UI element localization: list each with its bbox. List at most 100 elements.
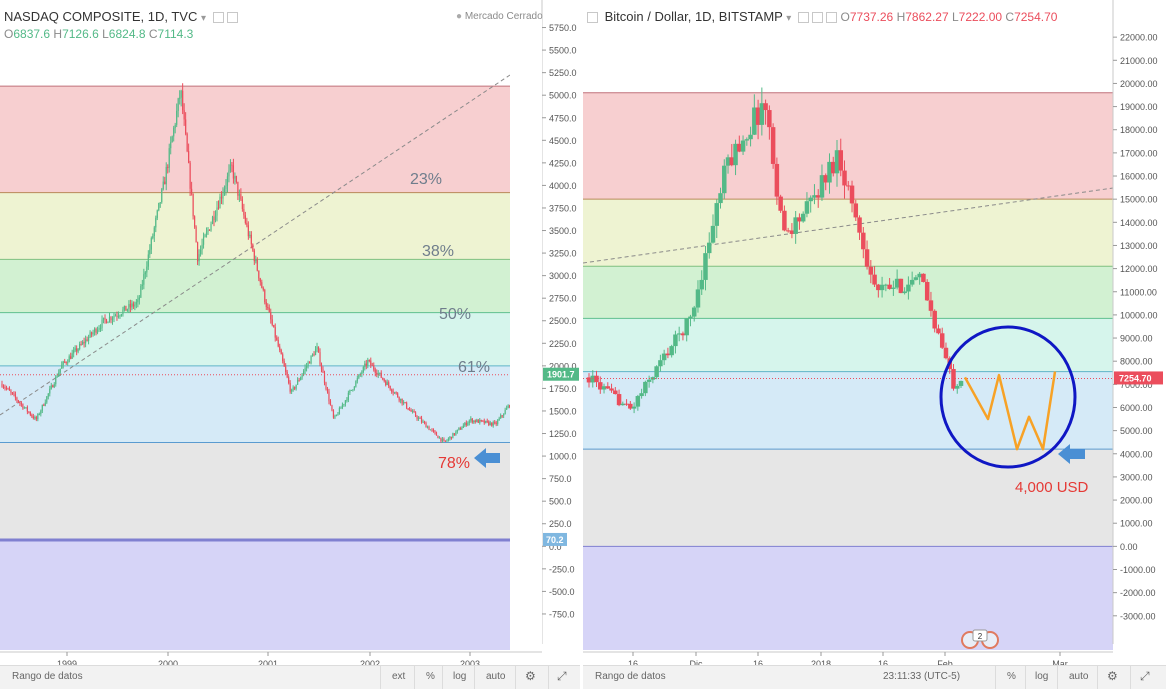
candle bbox=[891, 287, 896, 289]
candle bbox=[125, 305, 127, 311]
clock-readout[interactable]: 23:11:33 (UTC-5) bbox=[883, 671, 961, 682]
y-tick-label: -250.0 bbox=[549, 564, 575, 574]
candle bbox=[217, 207, 220, 209]
chevron-down-icon[interactable]: ▾ bbox=[200, 13, 207, 24]
candle bbox=[654, 366, 659, 378]
gear-icon[interactable]: ⚙ bbox=[525, 669, 536, 683]
candle bbox=[189, 162, 191, 189]
percent-button[interactable]: % bbox=[1007, 671, 1016, 682]
settings-box-icon[interactable] bbox=[226, 12, 238, 24]
candle bbox=[347, 392, 349, 400]
candle bbox=[40, 410, 42, 415]
candle bbox=[392, 391, 394, 393]
candle bbox=[797, 217, 802, 222]
candle bbox=[416, 416, 418, 419]
candle bbox=[752, 107, 757, 135]
y-tick-label: 19000.00 bbox=[1120, 102, 1158, 112]
x-tick-label: 2001 bbox=[258, 659, 278, 669]
nasdaq-chart-panel[interactable]: 5750.0 5500.0 5250.0 5000.0 4750.0 4500.0 4250… bbox=[0, 0, 580, 689]
candle bbox=[491, 422, 493, 426]
y-tick-label: 1000.00 bbox=[1120, 519, 1153, 529]
candle bbox=[658, 360, 663, 367]
candle bbox=[95, 328, 97, 333]
candle bbox=[857, 217, 862, 233]
fullscreen-icon[interactable]: ⤢ bbox=[557, 669, 567, 683]
fullscreen-icon[interactable]: ⤢ bbox=[1140, 669, 1150, 683]
candle bbox=[471, 418, 473, 423]
candle bbox=[598, 382, 603, 390]
candle bbox=[352, 389, 354, 391]
y-tick-label: 18000.00 bbox=[1120, 125, 1158, 135]
candle bbox=[314, 349, 317, 356]
candle bbox=[191, 188, 193, 194]
candle bbox=[368, 360, 370, 362]
candle bbox=[171, 136, 173, 143]
bitcoin-symbol-title[interactable]: Bitcoin / Dollar, 1D, BITSTAMP bbox=[604, 9, 783, 24]
candle bbox=[680, 333, 686, 336]
candle bbox=[507, 405, 509, 408]
nasdaq-symbol-title[interactable]: NASDAQ COMPOSITE, 1D, TVC bbox=[4, 9, 198, 24]
candle bbox=[68, 356, 70, 363]
candle bbox=[379, 372, 381, 374]
date-range-button[interactable]: Rango de datos bbox=[12, 671, 83, 682]
candle bbox=[208, 229, 211, 231]
close-box-icon[interactable] bbox=[825, 12, 837, 24]
candle bbox=[264, 289, 266, 303]
candle bbox=[830, 161, 836, 174]
eye-toggle-icon[interactable] bbox=[797, 12, 809, 24]
candle bbox=[868, 266, 874, 275]
candle bbox=[349, 390, 351, 393]
candle bbox=[921, 273, 926, 282]
y-tick-label: 17000.00 bbox=[1120, 148, 1158, 158]
candle bbox=[661, 353, 667, 361]
candle bbox=[770, 127, 776, 164]
candle bbox=[113, 316, 115, 319]
y-tick-label: 3000.0 bbox=[549, 271, 577, 281]
candle bbox=[41, 404, 43, 411]
log-button[interactable]: log bbox=[453, 671, 467, 682]
candle bbox=[255, 259, 257, 262]
fib-percent-label: 61% bbox=[458, 359, 490, 376]
y-tick-label: -500.0 bbox=[549, 587, 575, 597]
candle bbox=[320, 364, 323, 370]
ext-button[interactable]: ext bbox=[392, 671, 406, 682]
auto-button[interactable]: auto bbox=[1069, 671, 1089, 682]
candle bbox=[4, 387, 6, 389]
candle bbox=[431, 429, 433, 431]
price-badge-text: 7254.70 bbox=[1119, 373, 1152, 383]
auto-button[interactable]: auto bbox=[486, 671, 506, 682]
candle bbox=[310, 355, 312, 364]
candle bbox=[238, 194, 240, 196]
y-tick-label: 7000.00 bbox=[1120, 380, 1153, 390]
gear-icon[interactable]: ⚙ bbox=[1107, 669, 1118, 683]
candle bbox=[954, 385, 960, 389]
nasdaq-chart-canvas[interactable]: 5750.0 5500.0 5250.0 5000.0 4750.0 4500.0 4250… bbox=[0, 0, 580, 689]
candle bbox=[673, 334, 678, 347]
percent-button[interactable]: % bbox=[426, 671, 435, 682]
candle bbox=[305, 366, 308, 368]
price-badge-text: 1901.7 bbox=[547, 370, 575, 380]
candle bbox=[325, 382, 327, 390]
candle bbox=[609, 388, 614, 391]
collapse-square-icon[interactable] bbox=[587, 12, 598, 24]
candle bbox=[356, 378, 358, 382]
date-range-button[interactable]: Rango de datos bbox=[595, 671, 666, 682]
candle bbox=[73, 350, 75, 354]
candle bbox=[141, 284, 143, 286]
x-tick-label: 2003 bbox=[460, 659, 480, 669]
ohlc-low: 6824.8 bbox=[108, 27, 146, 41]
candle bbox=[932, 310, 937, 329]
candle bbox=[277, 339, 279, 347]
candle bbox=[894, 278, 900, 288]
settings-box-icon[interactable] bbox=[811, 12, 823, 24]
candle bbox=[319, 352, 321, 365]
candle bbox=[2, 386, 5, 388]
candle bbox=[183, 110, 185, 120]
eye-toggle-icon[interactable] bbox=[212, 12, 224, 24]
log-button[interactable]: log bbox=[1035, 671, 1049, 682]
bitcoin-chart-canvas[interactable]: 22000.0021000.0020000.0019000.0018000.00… bbox=[583, 0, 1166, 689]
candle bbox=[132, 303, 134, 307]
chevron-down-icon[interactable]: ▾ bbox=[786, 13, 792, 24]
candle bbox=[646, 379, 652, 382]
bitcoin-chart-panel[interactable]: 22000.00 21000.00 20000.00 19000.00 18000.00… bbox=[583, 0, 1166, 689]
